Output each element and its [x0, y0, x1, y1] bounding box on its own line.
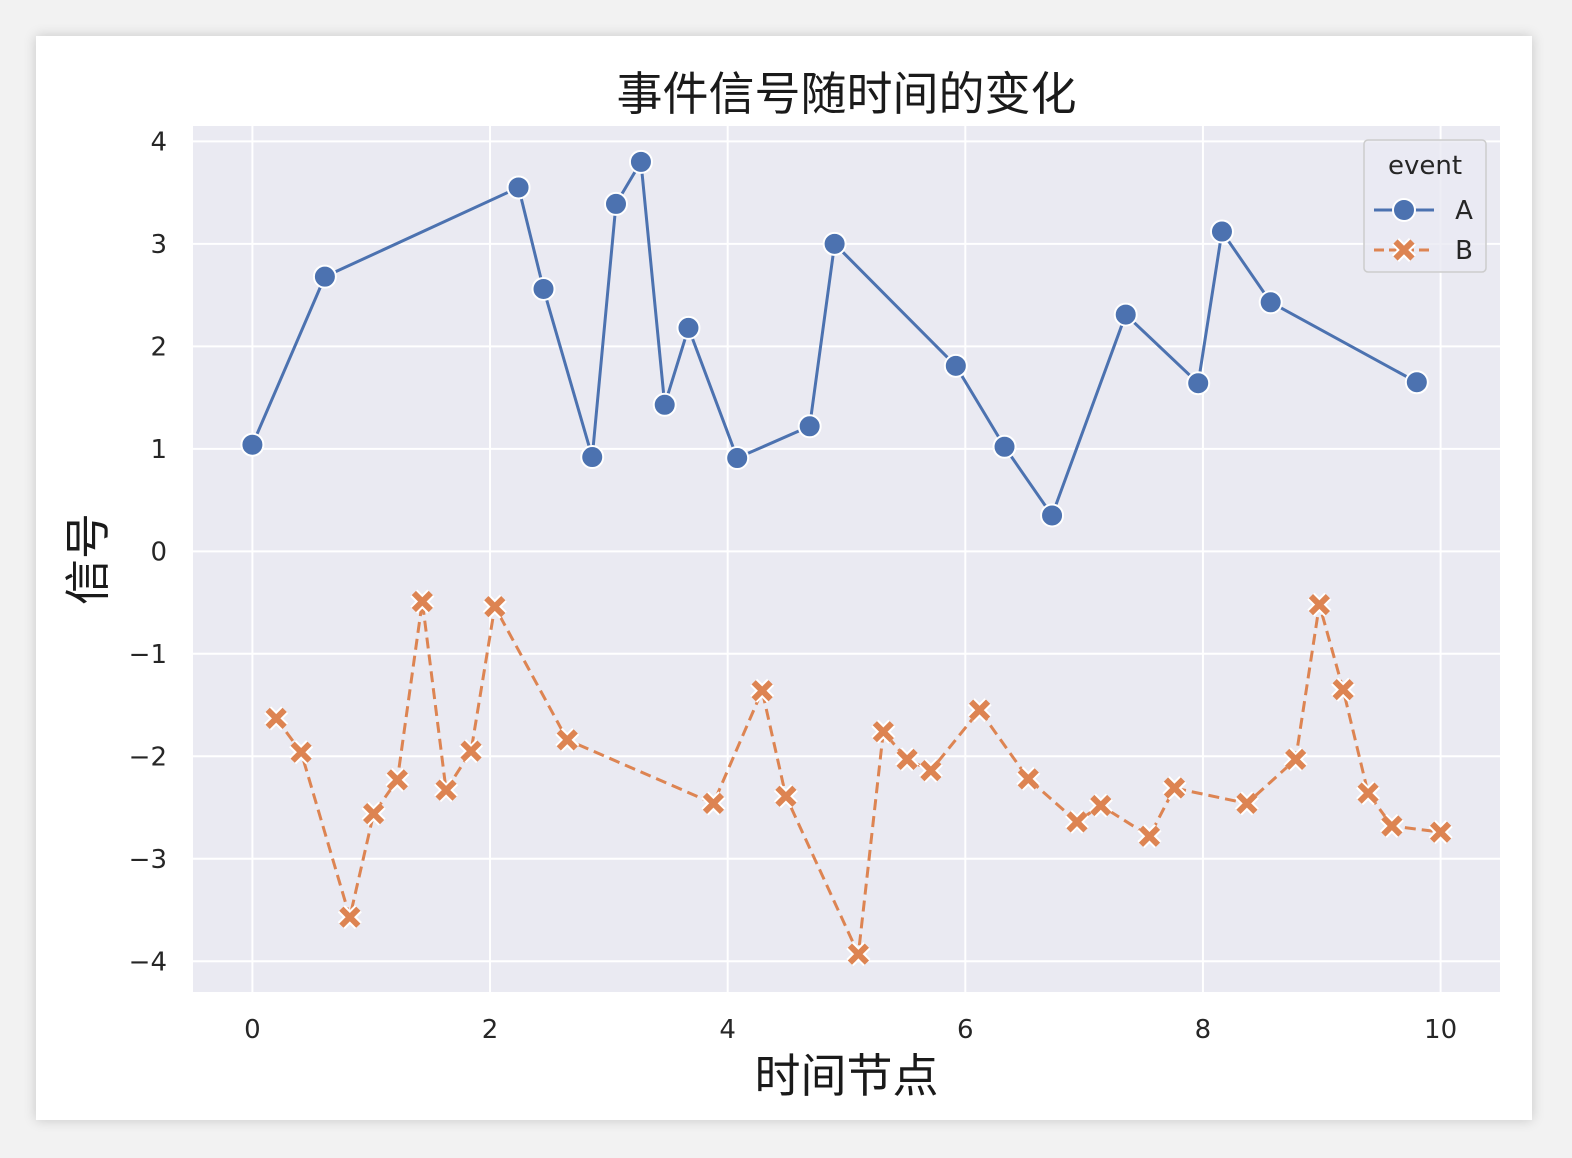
series-A [240, 149, 1429, 528]
data-point-B [337, 905, 362, 930]
data-point-A [506, 175, 531, 200]
data-point-B [1016, 766, 1041, 791]
legend-marker [1391, 237, 1417, 263]
series-line-A [251, 160, 1418, 517]
y-tick-label: −3 [129, 845, 167, 875]
data-point-B [385, 767, 410, 792]
data-point-B [750, 678, 775, 703]
data-point-B [361, 801, 386, 826]
data-point-B [1234, 791, 1259, 816]
data-point-B [701, 791, 726, 816]
data-point-B [1356, 781, 1381, 806]
legend-entry-A: A [1374, 196, 1473, 226]
legend-label: A [1455, 196, 1473, 226]
series-B [264, 589, 1453, 967]
legend-label: B [1455, 236, 1473, 266]
data-point-A [531, 276, 556, 301]
series-line-B [274, 600, 1441, 956]
grid-lines [193, 126, 1500, 992]
y-axis-title: 信号 [61, 513, 115, 605]
legend-title: event [1388, 151, 1462, 181]
data-point-A [822, 231, 847, 256]
y-tick-label: 3 [150, 230, 167, 260]
data-point-B [846, 942, 871, 967]
data-point-A [1258, 290, 1283, 315]
data-point-B [555, 727, 580, 752]
data-point-A [580, 445, 605, 470]
legend-frame [1363, 139, 1487, 273]
y-tick-label: 2 [150, 332, 167, 362]
data-point-B [434, 778, 459, 803]
data-point-A [676, 315, 701, 340]
y-tick-label: 4 [150, 127, 167, 157]
data-point-B [482, 594, 507, 619]
data-point-A [312, 264, 337, 289]
data-point-B [1428, 820, 1453, 845]
x-tick-label: 6 [957, 1015, 974, 1045]
data-point-B [918, 758, 943, 783]
data-point-A [992, 434, 1017, 459]
data-point-B [1162, 776, 1187, 801]
chart-title: 事件信号随时间的变化 [617, 67, 1077, 121]
data-point-B [1379, 813, 1404, 839]
data-point-A [725, 446, 750, 471]
data-point-B [1064, 809, 1090, 834]
legend: event AB [1363, 139, 1487, 273]
y-tick-label: 0 [150, 537, 167, 567]
data-point-B [1331, 677, 1356, 702]
data-point-A [1040, 503, 1065, 528]
data-point-A [1209, 219, 1234, 244]
x-tick-label: 0 [244, 1015, 261, 1045]
data-point-B [773, 784, 798, 809]
plot-background [193, 126, 1500, 992]
data-point-A [1113, 302, 1138, 327]
x-axis-title: 时间节点 [755, 1049, 939, 1103]
data-point-A [1186, 371, 1211, 396]
x-tick-label: 10 [1424, 1015, 1457, 1045]
data-point-B [410, 589, 435, 614]
data-point-A [603, 191, 628, 216]
data-point-B [871, 719, 896, 744]
legend-entry-B: B [1374, 236, 1473, 266]
y-tick-label: −4 [129, 947, 167, 977]
data-point-A [943, 353, 968, 378]
x-tick-label: 4 [719, 1015, 736, 1045]
data-point-A [652, 392, 677, 417]
x-tick-label: 8 [1195, 1015, 1212, 1045]
data-point-B [1137, 824, 1162, 849]
data-point-A [797, 414, 822, 439]
data-point-B [458, 739, 484, 764]
data-point-B [1283, 747, 1308, 772]
data-point-B [967, 698, 992, 723]
y-tick-label: 1 [150, 435, 167, 465]
y-tick-label: −2 [129, 742, 167, 772]
figure-card: 0 2 4 6 8 10 4 3 2 1 0 −1 −2 −3 −4 事件信号随时间的变化 时间节点 信号 … [36, 36, 1532, 1120]
data-point-B [895, 747, 920, 772]
series-layer [240, 149, 1453, 967]
x-tick-label: 2 [482, 1015, 499, 1045]
legend-marker [1392, 198, 1416, 222]
data-point-A [1404, 370, 1429, 395]
data-point-B [1088, 793, 1113, 818]
y-tick-label: −1 [129, 640, 167, 670]
data-point-A [240, 432, 265, 457]
data-point-B [264, 706, 289, 731]
data-point-A [628, 149, 653, 174]
data-point-B [289, 740, 314, 765]
data-point-B [1307, 592, 1332, 617]
